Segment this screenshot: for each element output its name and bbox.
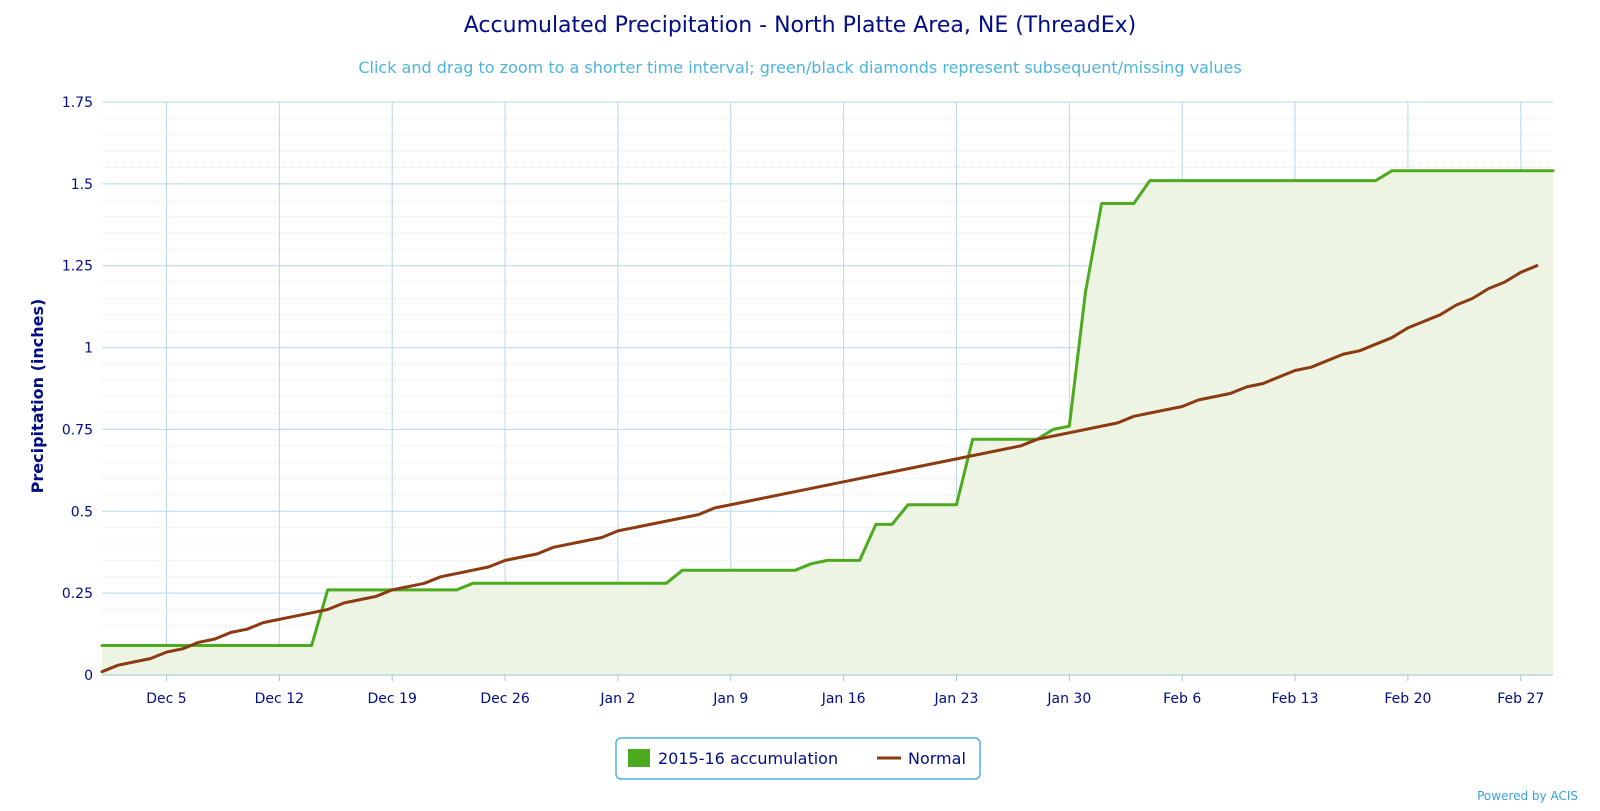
powered-by-credit[interactable]: Powered by ACIS [1477,789,1578,803]
y-tick-label: 0.75 [62,422,93,438]
y-tick-label: 0.25 [62,586,93,602]
series-2015-16-accumulation-area [102,170,1553,676]
legend-label-accumulation: 2015-16 accumulation [658,749,838,768]
x-tick-label: Dec 12 [255,691,304,707]
chart-title: Accumulated Precipitation - North Platte… [464,13,1136,38]
legend-swatch-accumulation [628,749,650,767]
legend-label-normal: Normal [908,749,966,768]
x-tick-label: Dec 19 [368,691,417,707]
y-tick-label: 0.5 [71,504,93,520]
legend-box [615,737,981,780]
x-tick-label: Jan 23 [934,691,979,707]
legend-item-normal[interactable]: Normal [877,749,966,768]
series-normal-line[interactable] [100,264,1539,674]
legend[interactable]: 2015-16 accumulation Normal [615,737,981,780]
x-tick-label: Jan 16 [821,691,866,707]
x-tick-label: Jan 2 [599,691,635,707]
series-2015-16-accumulation-line[interactable] [100,169,1555,647]
axes: 0 0.25 0.5 0.75 1 1.25 1.5 1.75 Dec 5 Dec 12 Dec 1… [62,95,1553,707]
x-tick-label: Feb 6 [1163,691,1201,707]
legend-item-accumulation[interactable]: 2015-16 accumulation [628,749,838,768]
series-layer [100,169,1555,676]
x-tick-label: Jan 30 [1046,691,1091,707]
y-tick-label: 0 [84,668,93,684]
chart-subtitle: Click and drag to zoom to a shorter time… [358,58,1241,77]
x-tick-label: Dec 5 [146,691,186,707]
x-tick-label: Feb 13 [1272,691,1319,707]
x-tick-label: Dec 26 [480,691,529,707]
y-tick-label: 1 [84,341,93,357]
x-tick-label: Jan 9 [712,691,748,707]
y-tick-label: 1.25 [62,259,93,275]
y-tick-label: 1.75 [62,95,93,111]
y-tick-label: 1.5 [71,177,93,193]
y-axis-label: Precipitation (inches) [28,299,47,494]
x-tick-label: Feb 20 [1384,691,1431,707]
x-tick-label: Feb 27 [1497,691,1544,707]
